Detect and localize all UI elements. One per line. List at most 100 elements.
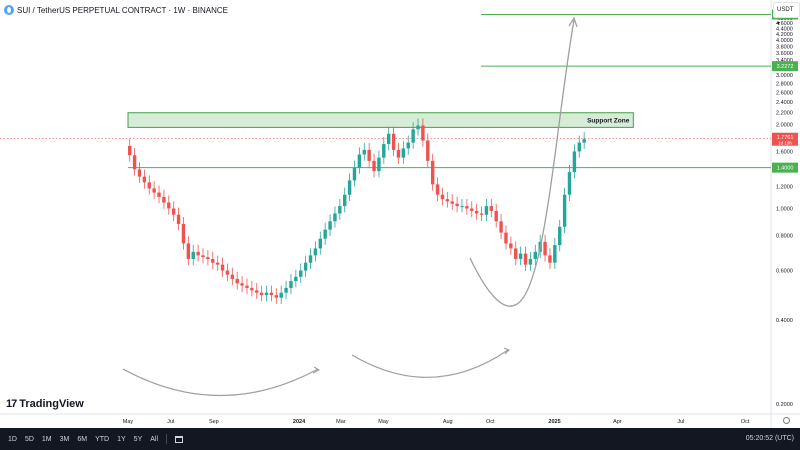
candle-body[interactable] <box>470 208 474 211</box>
timeframe-1d[interactable]: 1D <box>8 435 17 443</box>
candle-body[interactable] <box>582 139 586 143</box>
candle-body[interactable] <box>543 241 547 256</box>
candle-body[interactable] <box>294 276 298 282</box>
candle-body[interactable] <box>445 199 450 202</box>
candle-body[interactable] <box>553 245 557 263</box>
candle-body[interactable] <box>533 251 538 259</box>
candle-body[interactable] <box>240 283 244 286</box>
candle-body[interactable] <box>528 258 533 265</box>
candle-body[interactable] <box>235 278 239 284</box>
candle-body[interactable] <box>255 290 259 293</box>
candle-body[interactable] <box>201 255 205 258</box>
candle-body[interactable] <box>372 160 376 172</box>
clock[interactable]: 05:20:52 (UTC) <box>745 435 794 442</box>
candle-body[interactable] <box>162 196 166 203</box>
timeframe-all[interactable]: All <box>150 435 159 443</box>
candle-body[interactable] <box>152 188 156 193</box>
candle-body[interactable] <box>167 202 171 209</box>
candle-body[interactable] <box>313 248 318 256</box>
candle-body[interactable] <box>343 194 347 207</box>
candle-body[interactable] <box>455 203 459 207</box>
candle-body[interactable] <box>465 206 469 209</box>
candle-body[interactable] <box>450 201 454 204</box>
candle-body[interactable] <box>518 253 523 259</box>
candle-body[interactable] <box>401 148 406 158</box>
candle-body[interactable] <box>489 206 494 211</box>
candle-body[interactable] <box>333 213 337 222</box>
candle-body[interactable] <box>147 182 151 189</box>
timeframe-6m[interactable]: 6M <box>77 435 88 443</box>
timeframe-1y[interactable]: 1Y <box>117 435 126 443</box>
timeframe-1m[interactable]: 1M <box>41 435 52 443</box>
candle-body[interactable] <box>377 157 381 172</box>
candle-body[interactable] <box>558 226 562 246</box>
candle-body[interactable] <box>382 144 386 158</box>
candle-body[interactable] <box>347 180 352 195</box>
candle-body[interactable] <box>132 155 137 170</box>
candle-body[interactable] <box>284 287 288 293</box>
candle-body[interactable] <box>460 206 464 208</box>
candle-body[interactable] <box>352 167 357 181</box>
candle-body[interactable] <box>391 133 396 150</box>
candle-body[interactable] <box>406 142 410 149</box>
candle-body[interactable] <box>509 243 513 249</box>
candle-body[interactable] <box>572 151 577 173</box>
candle-body[interactable] <box>504 232 508 244</box>
candle-body[interactable] <box>230 274 235 279</box>
candle-body[interactable] <box>328 221 332 230</box>
projection-curve[interactable] <box>469 19 575 307</box>
candle-body[interactable] <box>367 149 371 161</box>
candle-body[interactable] <box>548 255 552 263</box>
candle-body[interactable] <box>318 238 322 249</box>
candle-body[interactable] <box>289 281 293 288</box>
candle-body[interactable] <box>157 192 161 197</box>
candle-body[interactable] <box>362 149 366 155</box>
calendar-icon[interactable] <box>175 435 184 443</box>
candle-body[interactable] <box>308 255 313 263</box>
candle-body[interactable] <box>421 125 425 141</box>
candle-body[interactable] <box>245 285 249 288</box>
candle-body[interactable] <box>299 270 303 277</box>
candle-body[interactable] <box>426 140 430 161</box>
candle-body[interactable] <box>220 264 225 271</box>
candle-body[interactable] <box>186 243 191 259</box>
timeframe-5d[interactable]: 5D <box>24 435 34 443</box>
timeframe-3m[interactable]: 3M <box>59 435 70 443</box>
candle-body[interactable] <box>264 292 269 296</box>
candle-body[interactable] <box>338 206 342 214</box>
candle-body[interactable] <box>323 229 327 239</box>
candle-body[interactable] <box>494 210 498 222</box>
candle-body[interactable] <box>191 251 195 259</box>
candle-body[interactable] <box>206 257 210 259</box>
gear-icon[interactable] <box>783 417 790 424</box>
candle-body[interactable] <box>562 194 567 227</box>
candle-body[interactable] <box>440 194 445 200</box>
timeframe-5y[interactable]: 5Y <box>133 435 143 443</box>
tradingview-logo[interactable]: 17 TradingView <box>6 398 84 410</box>
timeframe-ytd[interactable]: YTD <box>95 435 110 443</box>
candle-body[interactable] <box>479 213 484 215</box>
candle-body[interactable] <box>176 214 181 225</box>
candle-body[interactable] <box>250 287 254 291</box>
candle-body[interactable] <box>259 292 264 296</box>
candle-body[interactable] <box>196 251 200 256</box>
candle-body[interactable] <box>225 270 230 275</box>
candle-body[interactable] <box>181 224 186 244</box>
candle-body[interactable] <box>128 145 132 156</box>
support-zone[interactable] <box>127 112 634 128</box>
candle-body[interactable] <box>357 154 362 168</box>
candle-body[interactable] <box>269 292 274 296</box>
candle-body[interactable] <box>484 206 489 215</box>
candle-body[interactable] <box>411 129 415 143</box>
candle-body[interactable] <box>142 176 147 183</box>
candle-body[interactable] <box>499 221 503 233</box>
candle-body[interactable] <box>215 262 220 265</box>
candle-body[interactable] <box>211 258 215 263</box>
candle-body[interactable] <box>567 172 572 195</box>
candle-body[interactable] <box>416 125 420 130</box>
candle-body[interactable] <box>474 210 479 214</box>
cup-arc-right[interactable] <box>351 349 509 378</box>
candle-body[interactable] <box>430 160 435 185</box>
candle-body[interactable] <box>274 295 279 298</box>
